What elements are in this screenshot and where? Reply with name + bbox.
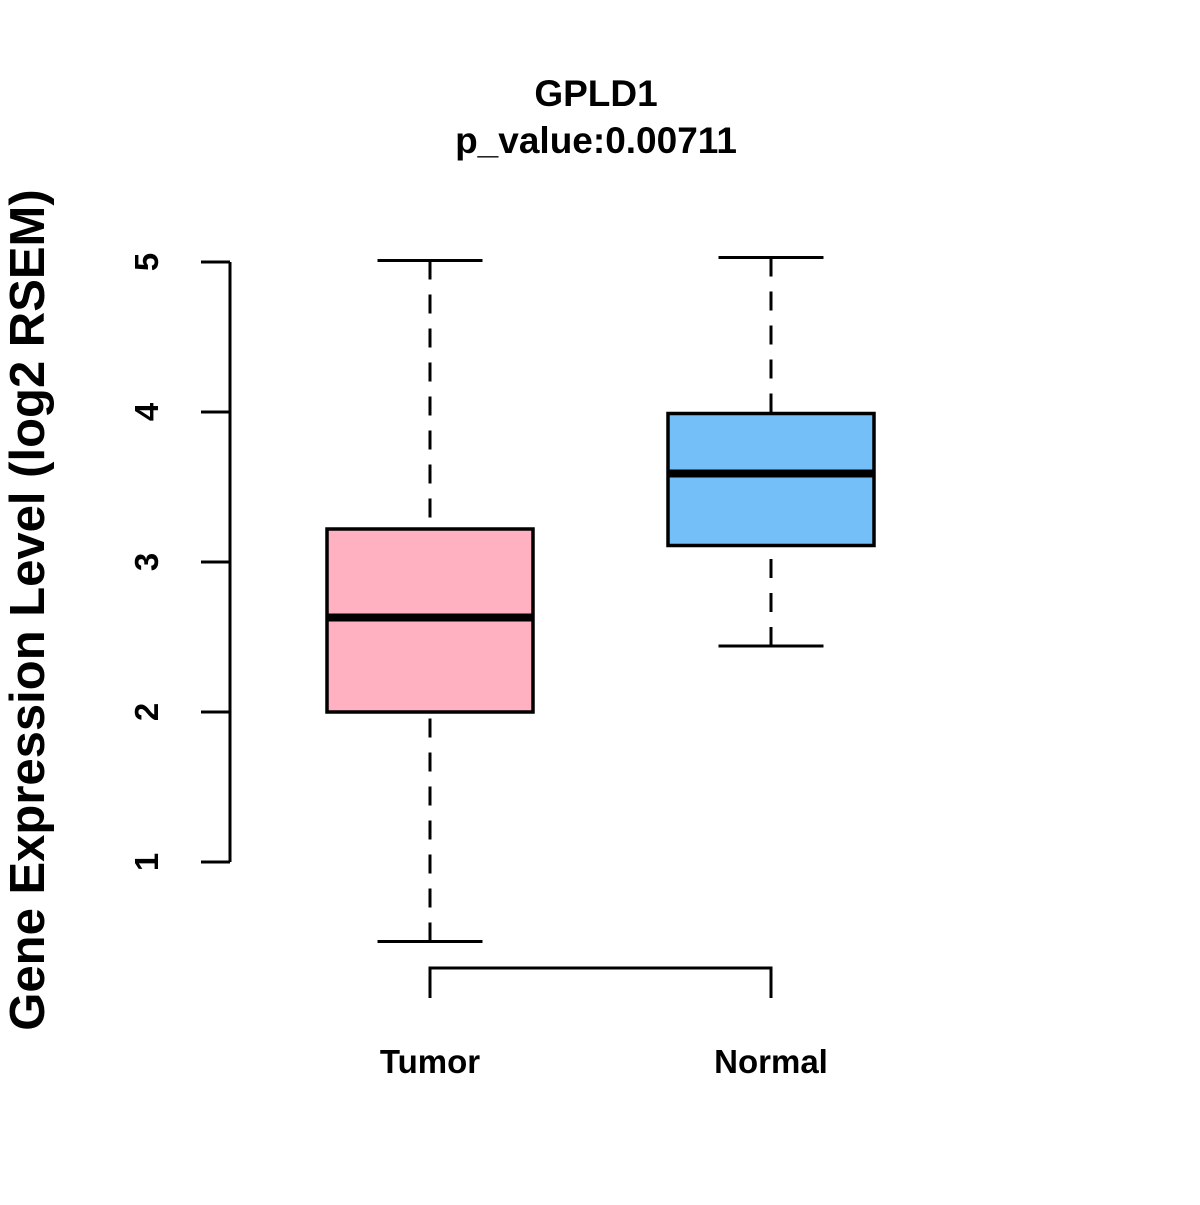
- boxplot-tumor: [325, 259, 535, 943]
- y-axis-label: Gene Expression Level (log2 RSEM): [1, 189, 55, 1030]
- y-tick-label: 1: [128, 853, 165, 871]
- y-tick-label: 2: [128, 703, 165, 721]
- x-axis-bracket-line: [428, 966, 773, 998]
- x-tick-label-normal: Normal: [714, 1043, 828, 1080]
- y-axis: 1 2 3 4 5: [128, 253, 232, 871]
- boxplot-normal: [666, 256, 876, 648]
- iqr-box: [666, 411, 876, 548]
- chart-subtitle-pvalue: p_value:0.00711: [455, 120, 737, 161]
- y-tick-label: 5: [128, 253, 165, 271]
- x-tick-label-tumor: Tumor: [380, 1043, 480, 1080]
- x-axis-bracket: [428, 966, 773, 998]
- y-tick-label: 3: [128, 553, 165, 571]
- y-tick-label: 4: [128, 402, 165, 421]
- plot-area: [325, 256, 876, 943]
- chart-title: GPLD1: [534, 73, 657, 114]
